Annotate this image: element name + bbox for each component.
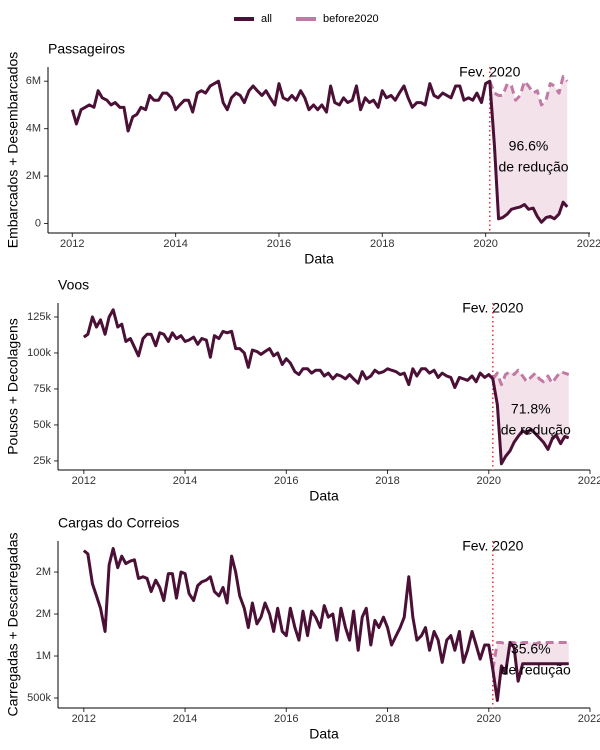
panel-title: Cargas do Correios <box>58 515 179 531</box>
x-tick-label: 2016 <box>274 475 298 487</box>
panel-title: Voos <box>58 277 89 293</box>
series-line <box>491 368 570 387</box>
y-axis-label: Pousos + Decolagens <box>5 318 21 455</box>
x-axis-label: Data <box>304 251 334 267</box>
x-tick-label: 2018 <box>370 238 394 250</box>
y-tick-label: 50k <box>33 419 51 431</box>
series-line <box>82 547 569 702</box>
x-tick-label: 2022 <box>577 238 600 250</box>
y-tick-label: 75k <box>33 383 51 395</box>
y-tick-label: 4M <box>26 123 41 135</box>
legend-label: before2020 <box>323 13 379 25</box>
reduction-band <box>489 76 568 223</box>
reduction-band <box>492 370 569 464</box>
event-label: Fev. 2020 <box>459 64 520 80</box>
x-tick-label: 2022 <box>578 475 600 487</box>
x-tick-label: 2022 <box>578 713 600 725</box>
x-tick-label: 2014 <box>173 713 197 725</box>
x-axis-label: Data <box>309 488 339 504</box>
x-tick-label: 2012 <box>72 713 96 725</box>
y-tick-label: 2M <box>26 170 41 182</box>
x-axis-label: Data <box>309 726 339 742</box>
y-tick-label: 0 <box>35 217 41 229</box>
panel-title: Passageiros <box>48 41 125 57</box>
legend-label: all <box>261 13 272 25</box>
y-tick-label: 500k <box>27 692 51 704</box>
x-tick-label: 2018 <box>375 475 399 487</box>
reduction-label: 96.6% <box>509 137 549 153</box>
series-line <box>70 79 569 224</box>
x-tick-label: 2020 <box>477 713 501 725</box>
x-tick-label: 2012 <box>60 238 84 250</box>
reduction-text: de redução <box>501 422 571 438</box>
x-tick-label: 2018 <box>375 713 399 725</box>
y-tick-label: 1M <box>36 650 51 662</box>
reduction-label: 35.6% <box>511 640 551 656</box>
x-tick-label: 2012 <box>72 475 96 487</box>
x-tick-label: 2016 <box>274 713 298 725</box>
series-line <box>488 74 569 107</box>
y-tick-label: 25k <box>33 455 51 467</box>
y-axis-label: Embarcados + Desembarcados <box>5 52 21 249</box>
y-tick-label: 100k <box>27 347 51 359</box>
event-label: Fev. 2020 <box>462 300 523 316</box>
reduction-text: de redução <box>498 158 568 174</box>
reduction-label: 71.8% <box>511 401 551 417</box>
y-tick-label: 6M <box>26 75 41 87</box>
reduction-text: de redução <box>501 661 571 677</box>
x-tick-label: 2014 <box>173 475 197 487</box>
y-tick-label: 2M <box>36 608 51 620</box>
event-label: Fev. 2020 <box>462 538 523 554</box>
y-axis-label: Carregadas + Descarregadas <box>5 532 21 716</box>
reduction-band <box>492 642 569 701</box>
x-tick-label: 2020 <box>473 238 497 250</box>
x-tick-label: 2020 <box>477 475 501 487</box>
series-line <box>82 308 570 466</box>
x-tick-label: 2014 <box>163 238 187 250</box>
y-tick-label: 2M <box>36 566 51 578</box>
y-tick-label: 125k <box>27 311 51 323</box>
x-tick-label: 2016 <box>267 238 291 250</box>
